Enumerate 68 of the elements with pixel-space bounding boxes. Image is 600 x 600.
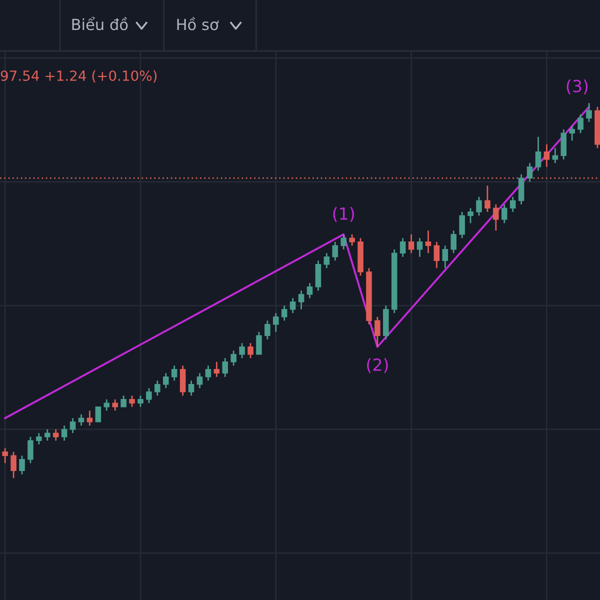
candlestick: [239, 342, 245, 359]
annotation: (1): [333, 207, 354, 222]
candlestick: [560, 128, 566, 160]
candlestick: [196, 372, 203, 389]
candlestick: [493, 204, 499, 232]
candlestick: [476, 196, 482, 216]
text: Hồ sơ: [177, 17, 219, 30]
candlestick: [578, 114, 584, 134]
candlestick: [315, 260, 322, 292]
candlestick: [19, 454, 25, 476]
candlestick: [442, 244, 448, 269]
candlestick: [146, 387, 152, 404]
candlestick: [61, 424, 68, 442]
candlestick: [44, 428, 50, 442]
candlestick: [70, 417, 76, 434]
candlestick: [290, 297, 296, 314]
candlestick: [569, 124, 575, 142]
candlestick: [129, 394, 135, 408]
candlestick: [2, 447, 8, 464]
candlestick: [535, 136, 542, 172]
text: 97.54 +1.24 (+0.10%): [0, 70, 157, 83]
candlestick: [154, 380, 160, 396]
candlestick: [36, 432, 42, 446]
candlestick: [408, 234, 414, 254]
candlestick: [138, 394, 144, 408]
candlestick: [526, 162, 533, 183]
candlestick: [298, 290, 304, 310]
candlestick: [400, 237, 406, 258]
text: Biểu đồ: [72, 16, 128, 30]
candlestick: [248, 342, 254, 359]
candlestick: [162, 372, 169, 389]
candlestick: [214, 361, 220, 378]
candlestick: [104, 398, 110, 412]
candlestick: [180, 364, 186, 396]
candlestick: [28, 436, 34, 464]
candlestick: [518, 174, 524, 206]
candlestick: [374, 316, 380, 348]
candlestick: [188, 380, 194, 396]
candlestick: [484, 184, 490, 213]
candlestick: [468, 207, 474, 224]
candlestick: [306, 282, 313, 299]
candlestick: [272, 312, 279, 333]
candlestick: [349, 234, 355, 246]
candlestick: [425, 230, 432, 254]
candlestick: [332, 241, 338, 262]
candlestick: [510, 196, 516, 213]
candlestick: [544, 144, 550, 168]
candlestick: [222, 357, 228, 378]
annotation: (2): [367, 358, 388, 373]
candlestick: [501, 204, 508, 224]
candlestick: [205, 364, 212, 382]
candlestick: [112, 398, 118, 412]
candlestick: [10, 451, 16, 479]
candlestick: [450, 230, 456, 254]
candlestick: [434, 241, 440, 269]
candlestick: [459, 211, 465, 239]
candlestick: [416, 237, 423, 258]
candlestick: [95, 406, 102, 422]
candlestick: [340, 234, 346, 250]
candlestick: [256, 331, 262, 356]
text: (3): [566, 80, 588, 94]
candlestick: [120, 394, 126, 408]
candlestick: [230, 350, 236, 366]
candlestick: [264, 320, 270, 340]
candlestick: [586, 102, 592, 123]
candlestick: [281, 304, 288, 322]
candlestick: [171, 364, 178, 382]
candlestick: [324, 252, 330, 269]
